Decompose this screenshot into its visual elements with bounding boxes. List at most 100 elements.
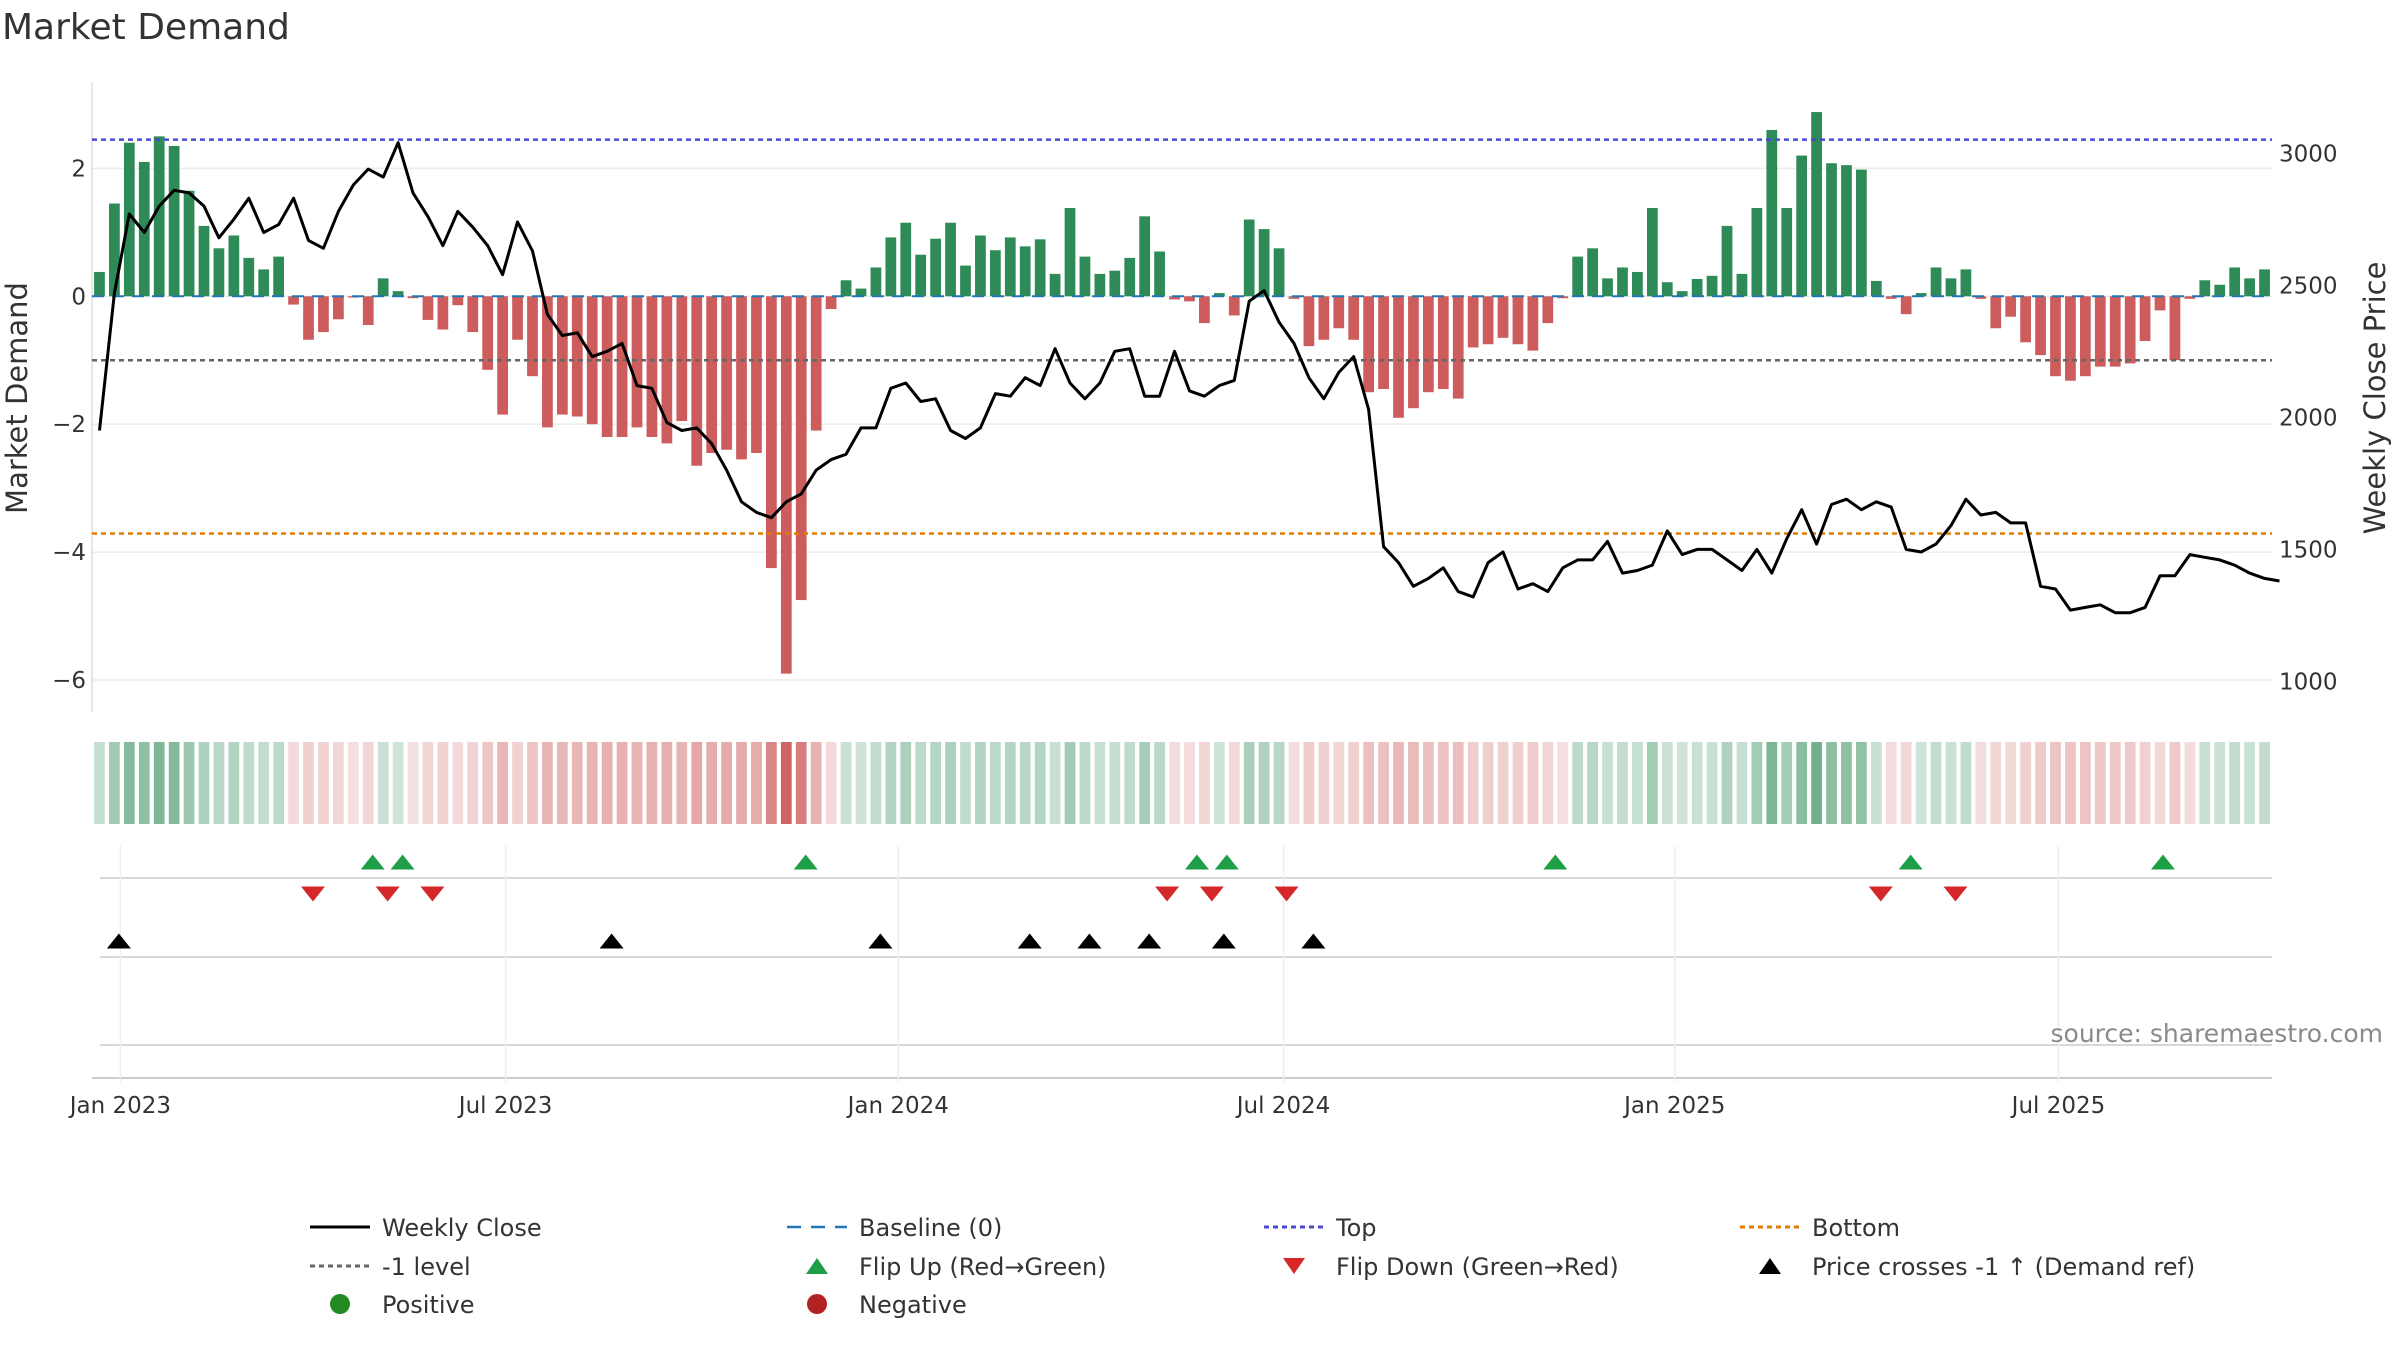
heat-cell-0 [94,742,105,824]
heat-cell-118 [1856,742,1867,824]
demand-bar-79 [1273,248,1285,297]
demand-bar-116 [1826,163,1837,297]
heat-cell-103 [1632,742,1643,824]
heat-cell-94 [1497,742,1509,824]
demand-bar-111 [1751,208,1763,297]
heat-cell-41 [706,742,718,824]
flip-down-marker-3 [1155,886,1180,902]
heat-cell-30 [542,742,553,824]
heat-cell-6 [183,742,195,824]
heat-cell-85 [1363,742,1375,824]
x-tick-label: Jan 2025 [1622,1093,1725,1119]
price-cross-marker-7 [1301,933,1326,949]
heat-cell-96 [1527,742,1539,824]
reference-lines [92,138,2272,535]
demand-bar-94 [1497,296,1509,338]
heat-cell-66 [1079,742,1091,824]
demand-bar-7 [198,225,210,297]
heat-cell-75 [1213,742,1225,824]
demand-bar-113 [1781,208,1793,297]
demand-bar-73 [1184,296,1195,302]
heat-cell-32 [571,742,583,824]
demand-bar-69 [1124,257,1136,297]
demand-heat-strip [94,742,2270,824]
demand-bar-65 [1064,208,1076,297]
heat-cell-44 [751,742,762,824]
heat-cell-20 [392,742,404,824]
legend-label-0: Weekly Close [382,1214,542,1242]
heat-cell-135 [2109,742,2121,824]
demand-bar-15 [318,296,329,333]
demand-bar-130 [2035,296,2046,356]
x-tick-label: Jul 2024 [1235,1093,1331,1119]
demand-bar-107 [1691,278,1703,297]
heat-cell-19 [377,742,389,824]
heat-cell-51 [855,742,867,824]
demand-bar-82 [1318,296,1330,340]
demand-bar-93 [1482,296,1494,345]
heat-cell-105 [1661,742,1673,824]
demand-bar-39 [676,296,688,421]
heat-cell-45 [766,742,777,824]
price-series [98,141,2280,615]
flip-up-marker-4 [1214,854,1239,870]
demand-bar-12 [273,256,285,297]
heat-cell-112 [1766,742,1778,824]
heat-cell-108 [1706,742,1718,824]
flip-down-marker-6 [1868,886,1893,902]
heat-cell-42 [721,742,732,824]
heat-cell-132 [2065,742,2076,824]
heat-cell-23 [437,742,449,824]
heat-cell-144 [2244,742,2255,824]
heat-cell-28 [512,742,523,824]
heat-cell-130 [2035,742,2046,824]
heat-cell-60 [989,742,1001,824]
heat-cell-15 [318,742,329,824]
demand-bar-110 [1736,273,1748,297]
demand-bar-120 [1885,296,1897,299]
demand-bar-53 [885,237,897,297]
heat-cell-21 [407,742,419,824]
price-cross-marker-3 [1017,933,1042,949]
demand-bar-142 [2214,284,2226,297]
demand-bar-29 [527,296,538,377]
heat-cell-124 [1945,742,1957,824]
heat-cell-97 [1542,742,1554,824]
heat-cell-134 [2094,742,2106,824]
heat-cell-22 [422,742,434,824]
demand-bar-50 [840,280,852,297]
heat-cell-2 [123,742,135,824]
demand-bar-103 [1632,271,1643,297]
heat-cell-57 [945,742,956,824]
heat-cell-104 [1646,742,1658,824]
heat-cell-116 [1826,742,1837,824]
demand-bar-46 [780,296,792,674]
demand-bar-22 [422,296,434,320]
demand-bar-101 [1602,278,1613,297]
demand-bar-49 [825,296,837,310]
heat-cell-31 [556,742,568,824]
heat-cell-35 [616,742,628,824]
heat-cell-81 [1303,742,1315,824]
demand-bar-51 [855,288,867,297]
heat-cell-48 [810,742,822,824]
legend: Weekly Close Baseline (0) Top Bottom -1 leve… [310,1214,2195,1319]
heat-cell-129 [2020,742,2032,824]
demand-bar-59 [975,235,986,297]
demand-bar-52 [870,267,882,297]
heat-cell-39 [676,742,688,824]
heat-cell-102 [1617,742,1628,824]
heat-cell-9 [228,742,240,824]
demand-bar-121 [1900,296,1912,315]
demand-bar-131 [2050,296,2061,377]
heat-cell-59 [975,742,986,824]
demand-bar-72 [1169,296,1180,300]
demand-bar-124 [1945,278,1957,297]
demand-bar-95 [1512,296,1524,345]
demand-bar-42 [721,296,732,450]
legend-swatch-9 [807,1294,827,1314]
demand-bar-28 [512,296,523,340]
demand-bar-104 [1646,208,1658,297]
heat-cell-55 [915,742,927,824]
